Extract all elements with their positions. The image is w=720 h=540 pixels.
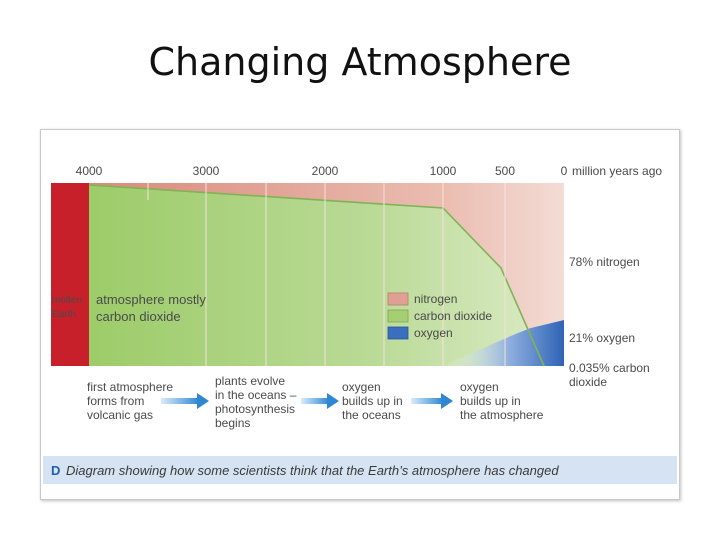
timeline-gridlines (147, 183, 506, 366)
slide-title: Changing Atmosphere (148, 40, 572, 84)
legend-swatch-nitrogen (387, 292, 409, 306)
stage-2: plants evolve in the oceans – photosynth… (215, 374, 297, 430)
stage-4: oxygen builds up in the atmosphere (460, 380, 544, 422)
stage-2-line2: in the oceans – (215, 388, 297, 402)
atmosphere-label-line2: carbon dioxide (96, 309, 181, 324)
timeline-unit-label: million years ago (572, 164, 662, 178)
caption-letter: D (51, 463, 60, 478)
flow-arrow-3 (411, 393, 453, 409)
co2-percent-label-line2: dioxide (569, 375, 607, 389)
stage-3-line1: oxygen (342, 380, 381, 394)
tick-label-4000: 4000 (76, 164, 103, 178)
legend-swatch-carbon-dioxide (387, 309, 409, 323)
tick-label-500: 500 (495, 164, 515, 178)
legend: nitrogen carbon dioxide oxygen (387, 292, 492, 340)
tick-label-3000: 3000 (193, 164, 220, 178)
stage-2-line1: plants evolve (215, 374, 285, 388)
stage-2-line4: begins (215, 416, 250, 430)
stage-4-line2: builds up in (460, 394, 521, 408)
legend-label-nitrogen: nitrogen (414, 292, 457, 306)
molten-label-line2: Earth (52, 309, 76, 320)
molten-earth-band (51, 183, 89, 366)
stage-4-line1: oxygen (460, 380, 499, 394)
tick-label-1000: 1000 (430, 164, 457, 178)
stage-3: oxygen builds up in the oceans (342, 380, 403, 422)
stage-3-line3: the oceans (342, 408, 401, 422)
legend-swatch-oxygen (387, 326, 409, 340)
atmosphere-diagram: 4000 3000 2000 1000 500 0 million years … (43, 164, 677, 484)
stage-1-line2: forms from (87, 394, 144, 408)
oxygen-percent-label: 21% oxygen (569, 331, 635, 345)
caption-bar (43, 456, 677, 484)
tick-label-0: 0 (561, 164, 568, 178)
molten-label-line1: molten (52, 295, 82, 306)
diagram-panel: 4000 3000 2000 1000 500 0 million years … (40, 129, 680, 500)
legend-label-carbon-dioxide: carbon dioxide (414, 309, 492, 323)
atmosphere-label-line1: atmosphere mostly (96, 292, 206, 307)
flow-arrow-2 (301, 393, 339, 409)
flow-arrow-1 (161, 393, 209, 409)
co2-percent-label-line1: 0.035% carbon (569, 361, 650, 375)
stage-1-line1: first atmosphere (87, 380, 173, 394)
stage-1: first atmosphere forms from volcanic gas (87, 380, 173, 422)
carbon-dioxide-region (89, 185, 541, 366)
legend-label-oxygen: oxygen (414, 326, 453, 340)
oxygen-region (441, 320, 564, 366)
nitrogen-percent-label: 78% nitrogen (569, 255, 640, 269)
stage-1-line3: volcanic gas (87, 408, 153, 422)
stage-4-line3: the atmosphere (460, 408, 544, 422)
nitrogen-region (89, 183, 564, 366)
stage-2-line3: photosynthesis (215, 402, 295, 416)
tick-label-2000: 2000 (312, 164, 339, 178)
caption-text: Diagram showing how some scientists thin… (66, 463, 559, 478)
stage-3-line2: builds up in (342, 394, 403, 408)
